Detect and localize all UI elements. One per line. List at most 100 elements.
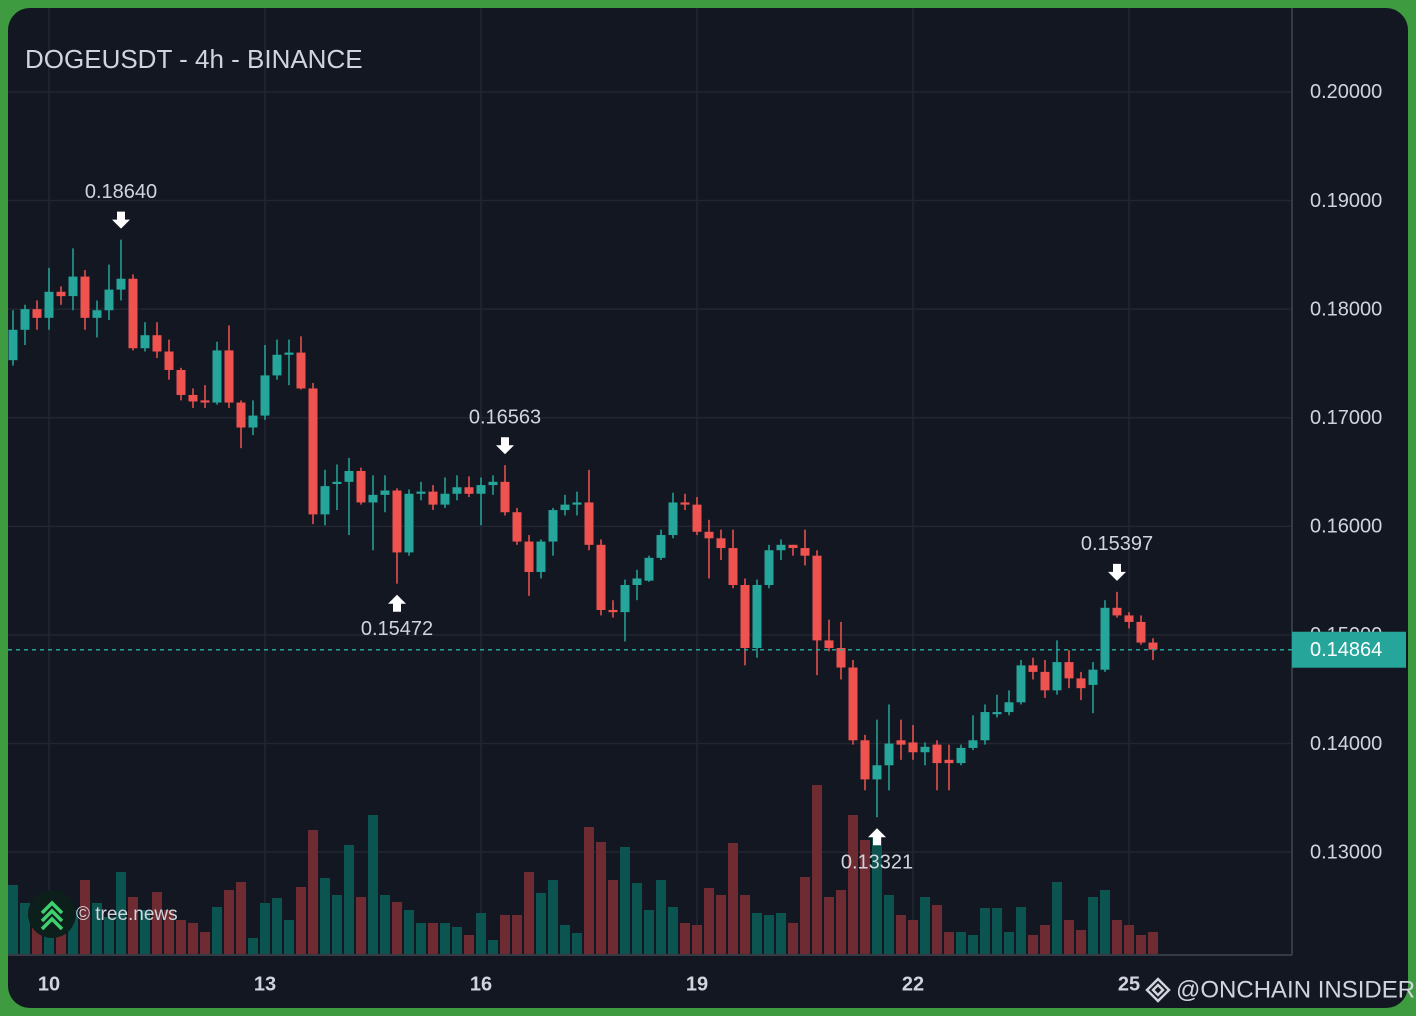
candle-body bbox=[740, 584, 750, 648]
watermark-brand: @ONCHAIN INSIDER bbox=[1176, 976, 1415, 1003]
volume-bar bbox=[272, 898, 282, 955]
volume-bar bbox=[20, 903, 30, 955]
candle-body bbox=[488, 481, 498, 486]
candle-body bbox=[224, 350, 234, 403]
volume-bar bbox=[248, 938, 258, 955]
candle-body bbox=[32, 309, 42, 318]
icon-diamond bbox=[1145, 977, 1171, 1003]
annotation-arrow bbox=[388, 594, 406, 612]
volume-bar bbox=[80, 880, 90, 955]
volume-bar bbox=[1088, 897, 1098, 955]
volume-bar bbox=[512, 915, 522, 955]
candle-body bbox=[920, 746, 930, 753]
volume-bar bbox=[956, 932, 966, 955]
annotation-label: 0.15472 bbox=[361, 618, 433, 640]
y-tick-label: 0.19000 bbox=[1310, 190, 1382, 212]
volume-bar bbox=[200, 932, 210, 955]
annotation-arrow bbox=[1108, 563, 1126, 581]
candle-body bbox=[116, 278, 126, 290]
candle-body bbox=[440, 493, 450, 505]
volume-bar bbox=[176, 920, 186, 955]
candle-body bbox=[8, 329, 18, 361]
candle-body bbox=[1136, 621, 1146, 643]
volume-bar bbox=[356, 897, 366, 955]
volume-bar bbox=[536, 893, 546, 955]
x-tick-label: 10 bbox=[38, 973, 60, 995]
candle-body bbox=[584, 502, 594, 545]
x-tick-label: 13 bbox=[254, 973, 276, 995]
volume-bar bbox=[1052, 882, 1062, 955]
candle-body bbox=[248, 415, 258, 428]
volume-bar bbox=[488, 940, 498, 955]
candle-body bbox=[1016, 665, 1026, 703]
candle-body bbox=[1052, 662, 1062, 691]
volume-bar bbox=[500, 915, 510, 955]
candle-body bbox=[1100, 607, 1110, 670]
candle-body bbox=[908, 742, 918, 753]
candle-body bbox=[164, 351, 174, 370]
volume-bar bbox=[932, 905, 942, 955]
candle-body bbox=[428, 491, 438, 505]
candle-body bbox=[320, 486, 330, 515]
volume-bar bbox=[1148, 932, 1158, 955]
volume-bar bbox=[620, 847, 630, 955]
volume-bar bbox=[848, 815, 858, 955]
volume-bar bbox=[68, 910, 78, 955]
volume-bar bbox=[476, 913, 486, 955]
candle-body bbox=[956, 747, 966, 764]
candle-body bbox=[464, 487, 474, 494]
x-tick-label: 19 bbox=[686, 973, 708, 995]
chart-title: DOGEUSDT - 4h - BINANCE bbox=[25, 44, 363, 74]
candle-body bbox=[1040, 671, 1050, 691]
y-tick-label: 0.16000 bbox=[1310, 516, 1382, 538]
volume-bar bbox=[1136, 935, 1146, 955]
volume-bar bbox=[116, 872, 126, 955]
y-tick-label: 0.13000 bbox=[1310, 841, 1382, 863]
candle-body bbox=[200, 400, 210, 403]
volume-bar bbox=[524, 872, 534, 955]
candle-body bbox=[560, 504, 570, 511]
volume-bar bbox=[896, 915, 906, 955]
volume-bar bbox=[404, 910, 414, 955]
annotation-arrow bbox=[496, 437, 514, 455]
last-price-tag bbox=[1292, 631, 1406, 668]
candle-body bbox=[104, 289, 114, 311]
volume-bar bbox=[92, 903, 102, 955]
volume-bar bbox=[236, 882, 246, 955]
binance-icon bbox=[1145, 977, 1171, 1003]
candle-body bbox=[800, 548, 810, 556]
candle-body bbox=[476, 485, 486, 494]
volume-bar bbox=[800, 877, 810, 955]
candle-body bbox=[524, 541, 534, 572]
candle-body bbox=[452, 487, 462, 494]
candle-body bbox=[656, 535, 666, 558]
volume-bar bbox=[296, 887, 306, 955]
candle-body bbox=[752, 584, 762, 648]
volume-bar bbox=[464, 935, 474, 955]
volume-bar bbox=[560, 925, 570, 955]
volume-bar bbox=[320, 878, 330, 955]
candle-body bbox=[716, 538, 726, 549]
volume-bar bbox=[668, 907, 678, 955]
candle-body bbox=[596, 544, 606, 610]
volume-bar bbox=[872, 835, 882, 955]
volume-bar bbox=[104, 917, 114, 955]
volume-bar bbox=[788, 923, 798, 955]
candle-body bbox=[848, 667, 858, 741]
candle-body bbox=[344, 470, 354, 482]
candle-body bbox=[236, 402, 246, 428]
volume-bar bbox=[764, 915, 774, 955]
candle-body bbox=[212, 350, 222, 403]
volume-bar bbox=[860, 840, 870, 955]
volume-bar bbox=[440, 923, 450, 955]
volume-bar bbox=[1028, 935, 1038, 955]
candle-body bbox=[536, 541, 546, 572]
candle-body bbox=[884, 743, 894, 766]
candle-body bbox=[128, 278, 138, 349]
candle-body bbox=[668, 502, 678, 536]
volume-bar bbox=[908, 920, 918, 955]
volume-bar bbox=[776, 913, 786, 955]
volume-bar bbox=[1124, 925, 1134, 955]
candle-body bbox=[776, 544, 786, 551]
axis-layer: 0.130000.140000.150000.160000.170000.180… bbox=[8, 81, 1406, 995]
